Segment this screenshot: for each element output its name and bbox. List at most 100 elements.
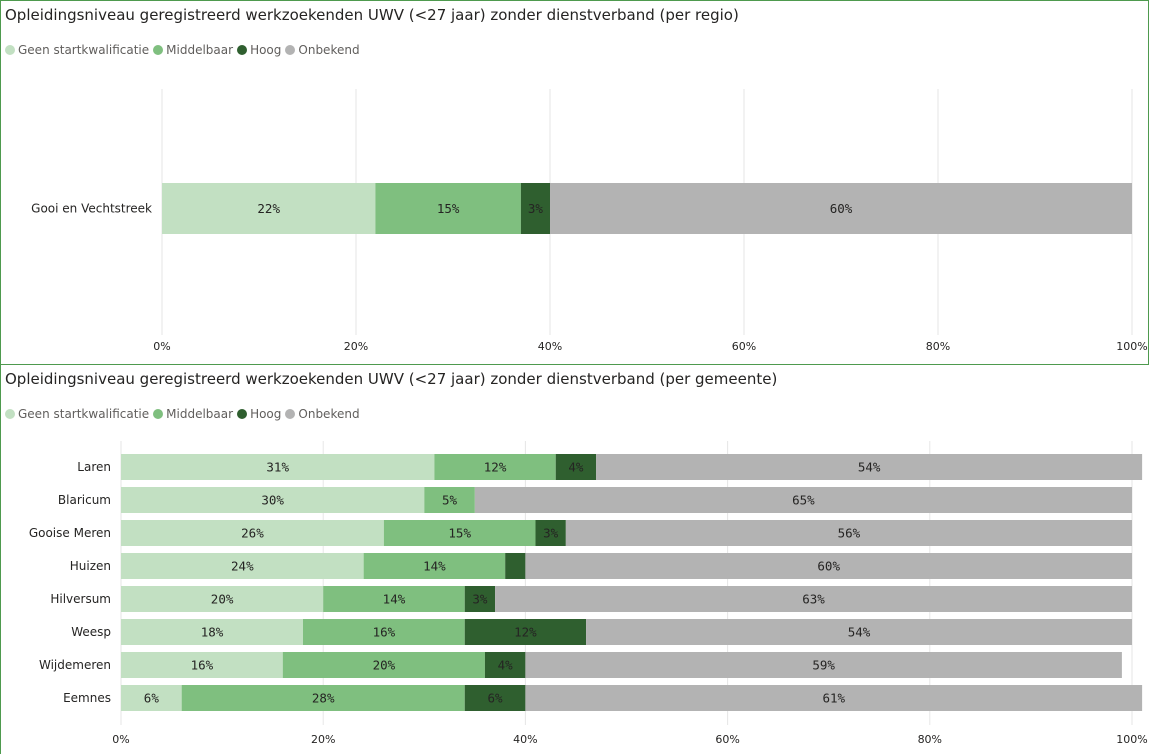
bar-segment[interactable] xyxy=(121,619,303,645)
bar-segment[interactable] xyxy=(495,586,1132,612)
bar-data-label: 3% xyxy=(472,592,488,607)
legend-label: Middelbaar xyxy=(166,407,234,421)
region-chart-plot: 0% 20% 40% 60% 80% 100% Gooi en Vechtstreek 22%… xyxy=(31,89,1148,353)
bar-segment[interactable] xyxy=(121,520,384,546)
bar-segment[interactable] xyxy=(162,183,376,234)
bar-segment[interactable] xyxy=(586,619,1132,645)
bar-data-label: 54% xyxy=(858,460,881,475)
bar-data-label: 54% xyxy=(848,625,871,640)
legend-label: Onbekend xyxy=(298,43,360,57)
bar-segment[interactable] xyxy=(121,553,364,579)
legend-item-hoog[interactable]: Hoog xyxy=(237,43,281,57)
bar-data-label: 28% xyxy=(312,691,335,706)
region-legend: Geen startkwalificatie Middelbaar Hoog O… xyxy=(5,43,364,57)
legend-item-onbekend[interactable]: Onbekend xyxy=(285,407,360,421)
gemeente-chart-panel: Opleidingsniveau geregistreerd werkzoeke… xyxy=(0,364,1149,754)
legend-label: Hoog xyxy=(250,407,282,421)
bar-data-label: 12% xyxy=(484,460,507,475)
legend-dot-icon xyxy=(237,409,248,419)
bar-segment[interactable] xyxy=(505,553,526,579)
bar-segment[interactable] xyxy=(550,183,1132,234)
bar-data-label: 3% xyxy=(528,201,544,216)
bar-segment[interactable] xyxy=(565,520,1132,546)
bar-segment[interactable] xyxy=(464,586,496,612)
legend-item-hoog[interactable]: Hoog xyxy=(237,407,281,421)
category-label: Laren xyxy=(77,460,111,474)
bar-data-label: 56% xyxy=(838,526,861,541)
bar-data-label: 16% xyxy=(191,658,214,673)
legend-item-geen-startkwalificatie[interactable]: Geen startkwalificatie xyxy=(5,407,149,421)
x-tick-label: 60% xyxy=(732,340,756,353)
x-tick-label: 80% xyxy=(918,733,942,746)
bar-segment[interactable] xyxy=(121,685,182,711)
legend-dot-icon xyxy=(237,45,248,55)
x-tick-label: 0% xyxy=(153,340,170,353)
x-tick-label: 0% xyxy=(112,733,129,746)
legend-dot-icon xyxy=(5,409,15,419)
bar-segment[interactable] xyxy=(424,487,475,513)
bar-segment[interactable] xyxy=(121,586,324,612)
region-chart-title: Opleidingsniveau geregistreerd werkzoeke… xyxy=(5,6,739,24)
bar-segment[interactable] xyxy=(484,652,526,678)
bar-data-label: 60% xyxy=(830,201,853,216)
bar-data-label: 16% xyxy=(373,625,396,640)
legend-label: Geen startkwalificatie xyxy=(18,407,150,421)
bar-data-label: 14% xyxy=(423,559,446,574)
category-label: Weesp xyxy=(71,625,111,639)
region-chart-panel: Opleidingsniveau geregistreerd werkzoeke… xyxy=(0,0,1149,364)
bar-segment[interactable] xyxy=(121,454,435,480)
legend-item-middelbaar[interactable]: Middelbaar xyxy=(153,43,233,57)
bar-data-label: 26% xyxy=(241,526,264,541)
bar-data-label: 15% xyxy=(437,201,460,216)
bar-data-label: 24% xyxy=(231,559,254,574)
bar-data-label: 4% xyxy=(568,460,584,475)
legend-dot-icon xyxy=(5,45,15,55)
bar-segment[interactable] xyxy=(525,685,1143,711)
bar-segment[interactable] xyxy=(520,183,550,234)
bar-segment[interactable] xyxy=(474,487,1133,513)
bar-segment[interactable] xyxy=(525,553,1132,579)
bar-segment[interactable] xyxy=(525,652,1122,678)
legend-dot-icon xyxy=(285,45,296,55)
bar-segment[interactable] xyxy=(596,454,1143,480)
bar-segment[interactable] xyxy=(323,586,465,612)
bar-segment[interactable] xyxy=(555,454,597,480)
bar-data-label: 65% xyxy=(792,493,815,508)
category-label: Wijdemeren xyxy=(39,658,111,672)
bar-data-label: 6% xyxy=(488,691,504,706)
bar-segment[interactable] xyxy=(464,619,587,645)
bar-data-label: 63% xyxy=(802,592,825,607)
bar-data-label: 6% xyxy=(144,691,160,706)
gemeente-chart-title: Opleidingsniveau geregistreerd werkzoeke… xyxy=(5,370,778,388)
legend-label: Geen startkwalificatie xyxy=(18,43,150,57)
x-tick-label: 60% xyxy=(715,733,739,746)
x-tick-label: 20% xyxy=(344,340,368,353)
bar-segment[interactable] xyxy=(464,685,526,711)
bar-segment[interactable] xyxy=(434,454,556,480)
category-label: Gooise Meren xyxy=(29,526,111,540)
bar-segment[interactable] xyxy=(363,553,506,579)
bar-data-label: 60% xyxy=(817,559,840,574)
gemeente-chart-plot: 0% 20% 40% 60% 80% 100% Laren 31% 12% 4% 54% Blaric… xyxy=(29,441,1148,746)
bar-segment[interactable] xyxy=(282,652,485,678)
bar-segment[interactable] xyxy=(181,685,465,711)
bar-data-label: 12% xyxy=(514,625,537,640)
legend-item-geen-startkwalificatie[interactable]: Geen startkwalificatie xyxy=(5,43,149,57)
bar-segment[interactable] xyxy=(121,652,283,678)
category-label: Hilversum xyxy=(50,592,111,606)
legend-dot-icon xyxy=(285,409,296,419)
bar-data-label: 14% xyxy=(383,592,406,607)
bar-data-label: 59% xyxy=(812,658,835,673)
bar-segment[interactable] xyxy=(535,520,566,546)
bar-segment[interactable] xyxy=(302,619,465,645)
legend-item-middelbaar[interactable]: Middelbaar xyxy=(153,407,233,421)
category-label: Huizen xyxy=(70,559,111,573)
bar-data-label: 15% xyxy=(448,526,471,541)
bar-segment[interactable] xyxy=(383,520,536,546)
bar-data-label: 3% xyxy=(543,526,559,541)
bar-segment[interactable] xyxy=(375,183,521,234)
legend-item-onbekend[interactable]: Onbekend xyxy=(285,43,360,57)
bar-segment[interactable] xyxy=(121,487,425,513)
bar-data-label: 18% xyxy=(201,625,224,640)
legend-label: Middelbaar xyxy=(166,43,234,57)
